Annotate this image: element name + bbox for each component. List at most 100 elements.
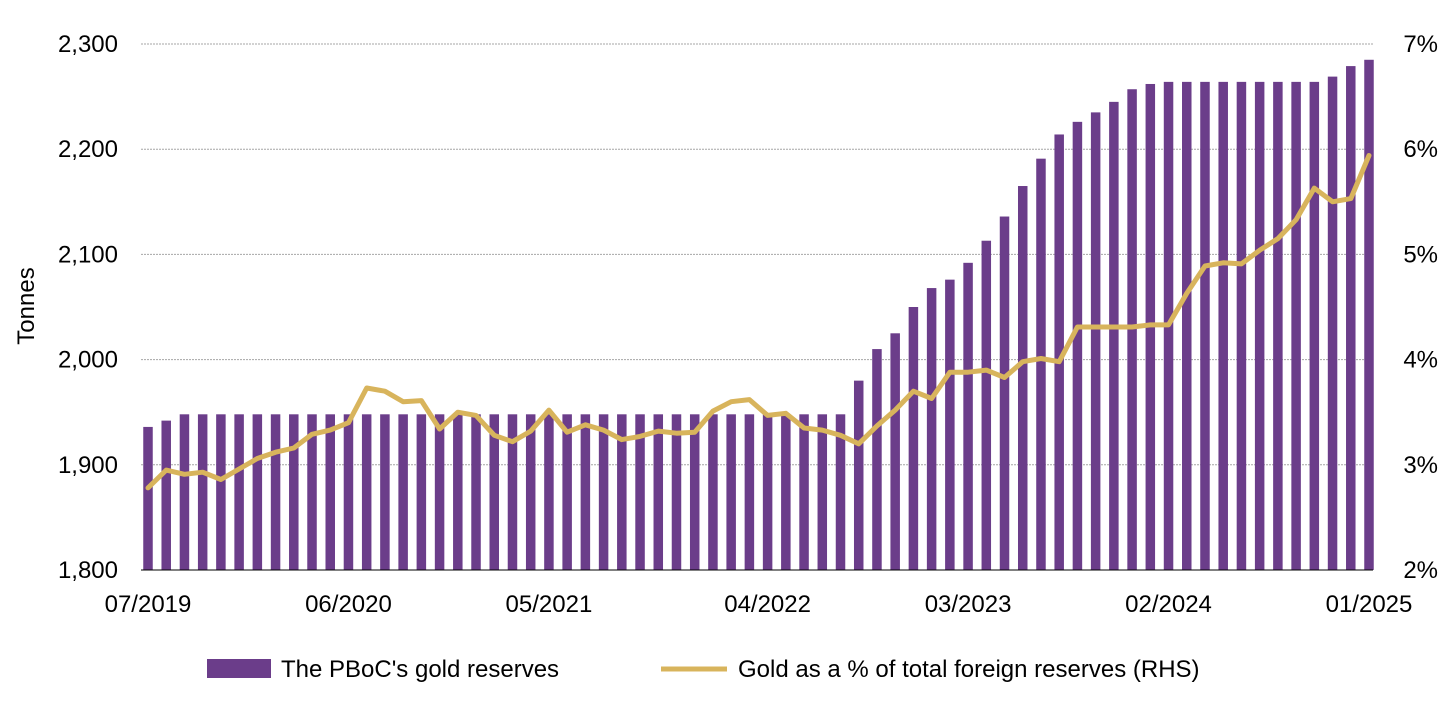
bar [471, 414, 481, 570]
bar [744, 414, 755, 570]
line-point [438, 427, 442, 431]
line-point [966, 370, 970, 374]
line-point [1276, 237, 1280, 241]
bar [489, 414, 500, 570]
bar [708, 414, 718, 570]
bar [434, 414, 445, 570]
line-point [292, 446, 296, 450]
bar [598, 414, 609, 570]
bar [197, 414, 208, 570]
line-point [875, 424, 879, 428]
line-point [274, 450, 278, 454]
line-point [1003, 375, 1007, 379]
bar [890, 333, 900, 570]
line-point [456, 410, 460, 414]
gold-share-line [145, 153, 1372, 491]
bar [671, 414, 682, 570]
line-point [620, 438, 624, 442]
line-point [346, 421, 350, 425]
bar [343, 414, 354, 570]
line-point [1221, 261, 1225, 265]
bar [507, 414, 518, 570]
bar [270, 414, 281, 570]
line-point [948, 370, 952, 374]
bar [1036, 158, 1046, 570]
line-point [492, 433, 496, 437]
line-point [547, 408, 551, 412]
line-point [219, 478, 223, 482]
legend-label-gold-reserves: The PBoC's gold reserves [281, 656, 559, 683]
bar [1054, 134, 1064, 571]
bar [981, 240, 992, 570]
line-point [1258, 248, 1262, 252]
y-tick-label: 1,800 [58, 557, 118, 584]
line-point [911, 389, 915, 393]
line-point [802, 426, 806, 430]
bar [908, 307, 919, 570]
bar [963, 262, 973, 570]
bar [143, 426, 153, 570]
bar [945, 279, 955, 570]
bar [161, 420, 171, 570]
y2-tick-label: 5% [1403, 241, 1438, 268]
bar [580, 414, 591, 570]
bar [179, 414, 190, 570]
bar [398, 414, 408, 570]
line-point [930, 397, 934, 401]
line-point [857, 442, 861, 446]
line-point [164, 468, 168, 472]
line-point [729, 400, 733, 404]
bar [216, 414, 226, 570]
bar [1364, 59, 1374, 570]
x-tick-label: 01/2025 [1326, 591, 1413, 618]
line-point [1203, 264, 1207, 268]
line-point [201, 470, 205, 474]
bar [689, 414, 700, 570]
line-point [893, 408, 897, 412]
bar [799, 414, 809, 570]
legend-bar-swatch [207, 659, 271, 678]
bar [252, 414, 263, 570]
line-point [1331, 200, 1335, 204]
line-point [565, 430, 569, 434]
bar [1254, 81, 1265, 570]
bar [361, 414, 372, 570]
line-point [401, 400, 405, 404]
line-point [1349, 197, 1353, 201]
line-point [419, 399, 423, 403]
line-point [820, 428, 824, 432]
line-point [255, 456, 259, 460]
line-point [328, 428, 332, 432]
line-point [638, 434, 642, 438]
bar [617, 414, 627, 570]
line-point [984, 368, 988, 372]
line-point [693, 430, 697, 434]
x-tick-label: 02/2024 [1125, 591, 1212, 618]
line-point [1130, 325, 1134, 329]
line-point [1057, 360, 1061, 364]
bar [726, 414, 736, 570]
line-point [1167, 323, 1171, 327]
line-point [529, 429, 533, 433]
y-tick-label: 2,100 [58, 241, 118, 268]
line-point [1021, 360, 1025, 364]
bar [416, 414, 427, 570]
x-tick-label: 05/2021 [506, 591, 593, 618]
bar [325, 414, 335, 570]
line-point [1312, 186, 1316, 190]
y2-tick-label: 7% [1403, 31, 1438, 58]
bar [1218, 81, 1228, 570]
line-point [1039, 357, 1043, 361]
bar [380, 414, 390, 570]
line-point [656, 429, 660, 433]
line-point [839, 433, 843, 437]
line-point [1112, 325, 1116, 329]
line-point [1094, 325, 1098, 329]
line-point [1294, 218, 1298, 222]
y-tick-label: 2,200 [58, 136, 118, 163]
line-point [182, 472, 186, 476]
y-axis-title: Tonnes [13, 267, 40, 344]
line-point [146, 486, 150, 490]
